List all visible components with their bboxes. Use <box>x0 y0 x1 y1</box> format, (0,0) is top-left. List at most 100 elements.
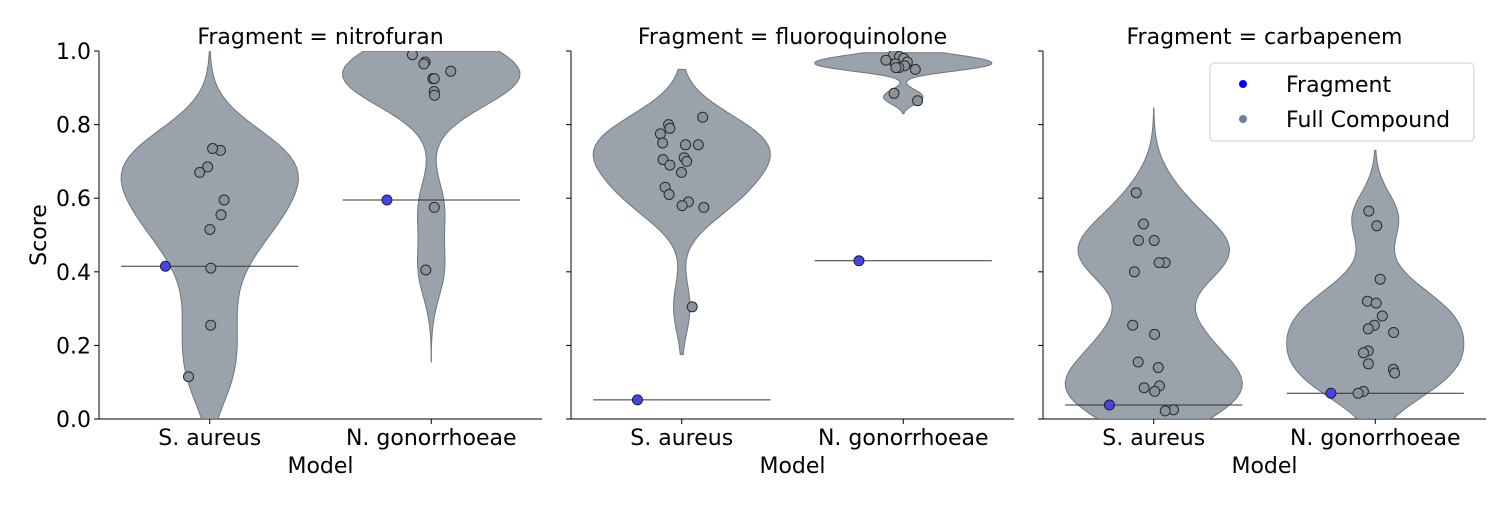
compound-point <box>1128 266 1140 278</box>
compound-point <box>1362 358 1374 370</box>
x-tick-label: S. aureus <box>158 426 261 451</box>
fragment-point <box>1103 399 1115 411</box>
compound-point <box>428 201 440 213</box>
compound-point <box>202 161 214 173</box>
compound-point <box>676 166 687 178</box>
x-tick-label: S. aureus <box>630 426 733 451</box>
x-axis-label: Model <box>759 454 825 479</box>
compound-point <box>1370 297 1382 309</box>
compound-point <box>205 262 217 274</box>
y-tick-label: 0.6 <box>56 187 91 212</box>
compound-point <box>183 371 194 383</box>
compound-point <box>890 62 902 74</box>
compound-point <box>1149 328 1161 340</box>
legend-label: Fragment <box>1286 73 1391 98</box>
compound-point <box>1133 235 1144 246</box>
compound-point <box>1358 347 1369 359</box>
panel-title: Fragment = nitrofuran <box>197 25 443 50</box>
compound-point <box>657 137 669 149</box>
x-tick-label: N. gonorrhoeae <box>1290 426 1461 451</box>
legend-label: Full Compound <box>1286 108 1450 133</box>
compound-point <box>215 209 227 221</box>
x-axis-label: Model <box>287 454 353 479</box>
compound-point <box>1153 257 1165 269</box>
violin-1 <box>1286 149 1465 419</box>
compound-point <box>697 111 709 123</box>
compound-point <box>207 143 219 154</box>
y-tick-label: 0.4 <box>56 261 91 286</box>
y-axis-label: Score <box>27 204 52 266</box>
compound-point <box>664 122 676 134</box>
compound-point <box>445 65 457 77</box>
x-axis-label: Model <box>1231 454 1297 479</box>
y-tick-label: 0.8 <box>56 114 91 139</box>
compound-point <box>218 194 230 206</box>
compound-point <box>194 166 206 178</box>
panel-2: S. aureus N. gonorrhoeae Model Fragment = f… <box>566 25 1014 479</box>
compound-point <box>909 63 921 75</box>
x-tick-label: N. gonorrhoeae <box>818 426 989 451</box>
legend-marker <box>1239 80 1247 88</box>
compound-point <box>406 51 418 61</box>
fragment-point <box>631 394 643 406</box>
compound-point <box>692 139 704 151</box>
compound-point <box>1148 235 1160 246</box>
compound-point <box>1376 310 1388 322</box>
compound-point <box>1138 382 1150 394</box>
compound-point <box>698 201 710 213</box>
plot-content <box>120 51 521 419</box>
compound-point <box>428 73 440 85</box>
compound-point <box>205 319 217 331</box>
compound-point <box>1152 362 1164 373</box>
compound-point <box>686 301 698 313</box>
compound-point <box>1352 387 1364 399</box>
panel-title: Fragment = fluoroquinolone <box>638 25 947 50</box>
compound-point <box>418 58 430 70</box>
y-tick-label: 0.2 <box>56 334 91 359</box>
compound-point <box>1371 220 1383 232</box>
compound-point <box>1388 327 1400 338</box>
plot-content <box>1064 107 1465 419</box>
plot-content <box>592 51 993 406</box>
panel-3: S. aureus N. gonorrhoeae Model Fragment = c… <box>1038 25 1486 479</box>
compound-point <box>663 189 675 200</box>
compound-point <box>420 264 432 276</box>
compound-point <box>1361 295 1373 307</box>
violin-1 <box>814 52 993 115</box>
legend: Fragment Full Compound <box>1209 62 1475 142</box>
panel-title: Fragment = carbapenem <box>1127 25 1403 50</box>
compound-point <box>912 95 924 107</box>
compound-point <box>888 87 900 99</box>
compound-point <box>1374 273 1386 285</box>
compound-point <box>1132 356 1144 368</box>
compound-point <box>676 200 688 212</box>
x-tick-label: S. aureus <box>1102 426 1205 451</box>
legend-box <box>1209 62 1475 142</box>
compound-point <box>681 155 693 167</box>
compound-point <box>429 89 441 101</box>
compound-point <box>1362 323 1374 335</box>
violin-0 <box>120 51 299 419</box>
y-tick-label: 1.0 <box>56 40 91 65</box>
compound-point <box>1130 187 1142 199</box>
compound-point <box>1363 205 1375 217</box>
legend-marker <box>1239 115 1247 123</box>
compound-point <box>1389 367 1401 379</box>
violin-0 <box>592 68 771 356</box>
compound-point <box>1138 218 1149 230</box>
compound-point <box>1149 385 1161 397</box>
compound-point <box>654 128 666 140</box>
compound-point <box>880 54 892 66</box>
panel-1: 0.0 0.2 0.4 0.6 0.8 1.0 S. aureus N. gonorrhoea… <box>56 25 542 479</box>
y-tick-label: 0.0 <box>56 408 91 433</box>
fragment-point <box>853 255 865 267</box>
compound-point <box>204 224 216 235</box>
fragment-point <box>381 194 393 206</box>
compound-point <box>1127 319 1139 331</box>
fragment-point <box>159 260 171 272</box>
compound-point <box>664 159 676 171</box>
fragment-point <box>1325 387 1337 399</box>
x-tick-label: N. gonorrhoeae <box>346 426 517 451</box>
